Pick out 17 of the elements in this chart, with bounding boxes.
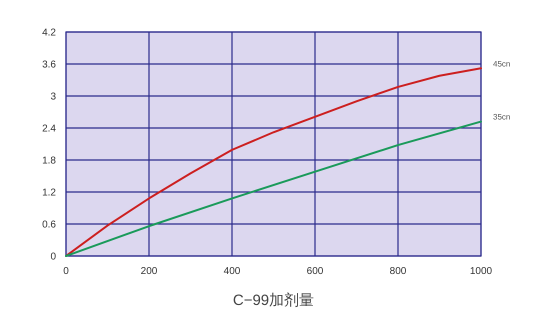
x-axis-title: C−99加剂量 xyxy=(232,292,314,309)
y-tick-label: 2.4 xyxy=(42,124,56,134)
x-tick-label: 400 xyxy=(224,266,241,277)
x-tick-label: 0 xyxy=(63,266,70,277)
x-tick-label: 1000 xyxy=(470,266,493,277)
series-label: 35cn xyxy=(493,112,510,122)
x-tick-label: 600 xyxy=(306,266,324,277)
y-tick-label: 4.2 xyxy=(42,28,56,38)
series-label: 45cn xyxy=(493,59,510,68)
y-tick-label: 3 xyxy=(50,92,56,102)
x-tick-label: 800 xyxy=(390,266,407,277)
x-tick-label: 200 xyxy=(140,266,158,277)
y-tick-label: 1.8 xyxy=(42,156,56,166)
y-tick-label: 1.2 xyxy=(42,188,56,198)
y-tick-label: 0 xyxy=(50,252,56,262)
y-tick-label: 3.6 xyxy=(42,60,56,70)
y-tick-label: 0.6 xyxy=(42,220,56,230)
